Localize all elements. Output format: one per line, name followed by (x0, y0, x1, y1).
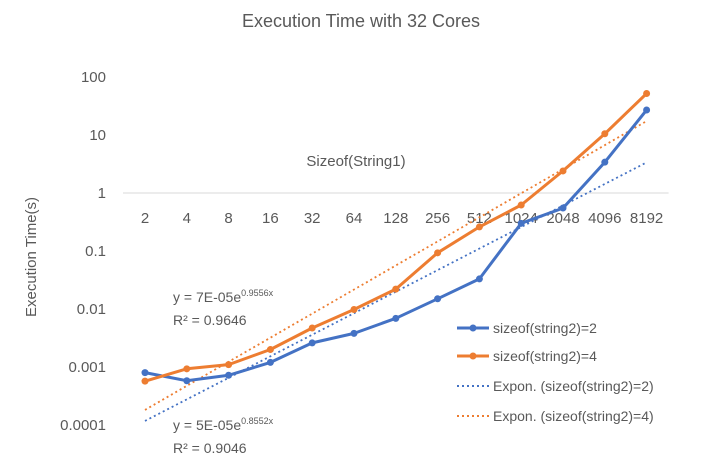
data-point-series-1 (225, 371, 233, 379)
trendline-equation-orange: y = 7E-05e0.9556x R² = 0.9646 (173, 288, 274, 328)
x-tick-label: 32 (304, 210, 321, 227)
y-tick-label: 0.01 (77, 301, 106, 318)
data-point-series-1 (266, 358, 274, 366)
equation-orange-prefix: y = 7E-05e (173, 289, 241, 305)
legend-label-trend-1: Expon. (sizeof(string2)=2) (493, 378, 654, 394)
data-point-series-2 (475, 223, 483, 231)
legend: sizeof(string2)=2 sizeof(string2)=4 Expo… (457, 320, 654, 424)
x-tick-labels: 2 4 8 16 32 64 128 256 512 1024 2048 4096 8192 (141, 210, 663, 227)
x-tick-label: 2 (141, 210, 149, 227)
data-point-series-1 (392, 314, 400, 322)
svg-text:y = 5E-05e0.8552x: y = 5E-05e0.8552x (173, 416, 274, 433)
data-point-series-1 (434, 295, 442, 303)
r2-blue: R² = 0.9046 (173, 440, 247, 456)
data-point-series-1 (601, 158, 609, 166)
y-axis-label: Execution Time(s) (23, 197, 40, 317)
data-point-series-2 (434, 249, 442, 257)
data-point-series-2 (308, 324, 316, 332)
x-tick-label: 64 (346, 210, 363, 227)
data-point-series-2 (392, 285, 400, 293)
y-tick-label: 0.1 (85, 243, 106, 260)
x-tick-label: 1024 (505, 210, 538, 227)
x-tick-label: 8192 (630, 210, 663, 227)
svg-text:y = 7E-05e0.9556x: y = 7E-05e0.9556x (173, 288, 274, 305)
y-tick-label: 0.0001 (60, 417, 106, 434)
data-point-series-2 (559, 167, 567, 175)
r2-orange: R² = 0.9646 (173, 312, 247, 328)
legend-item-series-2: sizeof(string2)=4 (457, 348, 597, 364)
equation-blue-prefix: y = 5E-05e (173, 417, 241, 433)
data-point-series-2 (225, 361, 233, 369)
data-point-series-1 (183, 377, 191, 385)
trendline-equation-blue: y = 5E-05e0.8552x R² = 0.9046 (173, 416, 274, 456)
data-point-series-1 (308, 339, 316, 347)
data-point-series-1 (643, 106, 651, 114)
x-tick-label: 4096 (588, 210, 621, 227)
y-tick-labels: 0.0001 0.001 0.01 0.1 1 10 100 (60, 69, 106, 434)
legend-marker-series-1 (469, 324, 477, 332)
legend-item-series-1: sizeof(string2)=2 (457, 320, 597, 336)
x-tick-label: 8 (224, 210, 232, 227)
data-point-series-2 (350, 306, 358, 314)
x-axis-label: Sizeof(String1) (306, 153, 405, 170)
y-tick-label: 10 (89, 127, 106, 144)
y-tick-label: 1 (98, 185, 106, 202)
data-point-series-1 (559, 204, 567, 212)
series-line-2 (143, 92, 649, 383)
data-point-series-1 (141, 369, 149, 377)
chart-title: Execution Time with 32 Cores (242, 11, 480, 31)
x-tick-label: 16 (262, 210, 279, 227)
x-tick-label: 256 (425, 210, 450, 227)
equation-blue-exponent: 0.8552x (241, 416, 274, 426)
data-point-series-2 (141, 377, 149, 385)
data-point-series-2 (183, 365, 191, 373)
series-lines (141, 89, 651, 385)
data-point-series-2 (266, 346, 274, 354)
data-point-series-2 (517, 201, 525, 209)
legend-item-trend-1: Expon. (sizeof(string2)=2) (457, 378, 654, 394)
data-point-series-2 (643, 89, 651, 97)
legend-label-trend-2: Expon. (sizeof(string2)=4) (493, 408, 654, 424)
legend-label-series-1: sizeof(string2)=2 (493, 320, 597, 336)
x-tick-label: 128 (383, 210, 408, 227)
legend-label-series-2: sizeof(string2)=4 (493, 348, 597, 364)
data-point-series-1 (350, 329, 358, 337)
data-point-series-2 (601, 130, 609, 138)
legend-marker-series-2 (469, 352, 477, 360)
x-tick-label: 2048 (546, 210, 579, 227)
equation-orange-exponent: 0.9556x (241, 288, 274, 298)
y-tick-label: 0.001 (68, 359, 106, 376)
data-point-series-1 (517, 219, 525, 227)
y-tick-label: 100 (81, 69, 106, 86)
legend-item-trend-2: Expon. (sizeof(string2)=4) (457, 408, 654, 424)
data-point-series-1 (475, 275, 483, 283)
series-line-1 (143, 108, 649, 383)
x-tick-label: 4 (183, 210, 191, 227)
